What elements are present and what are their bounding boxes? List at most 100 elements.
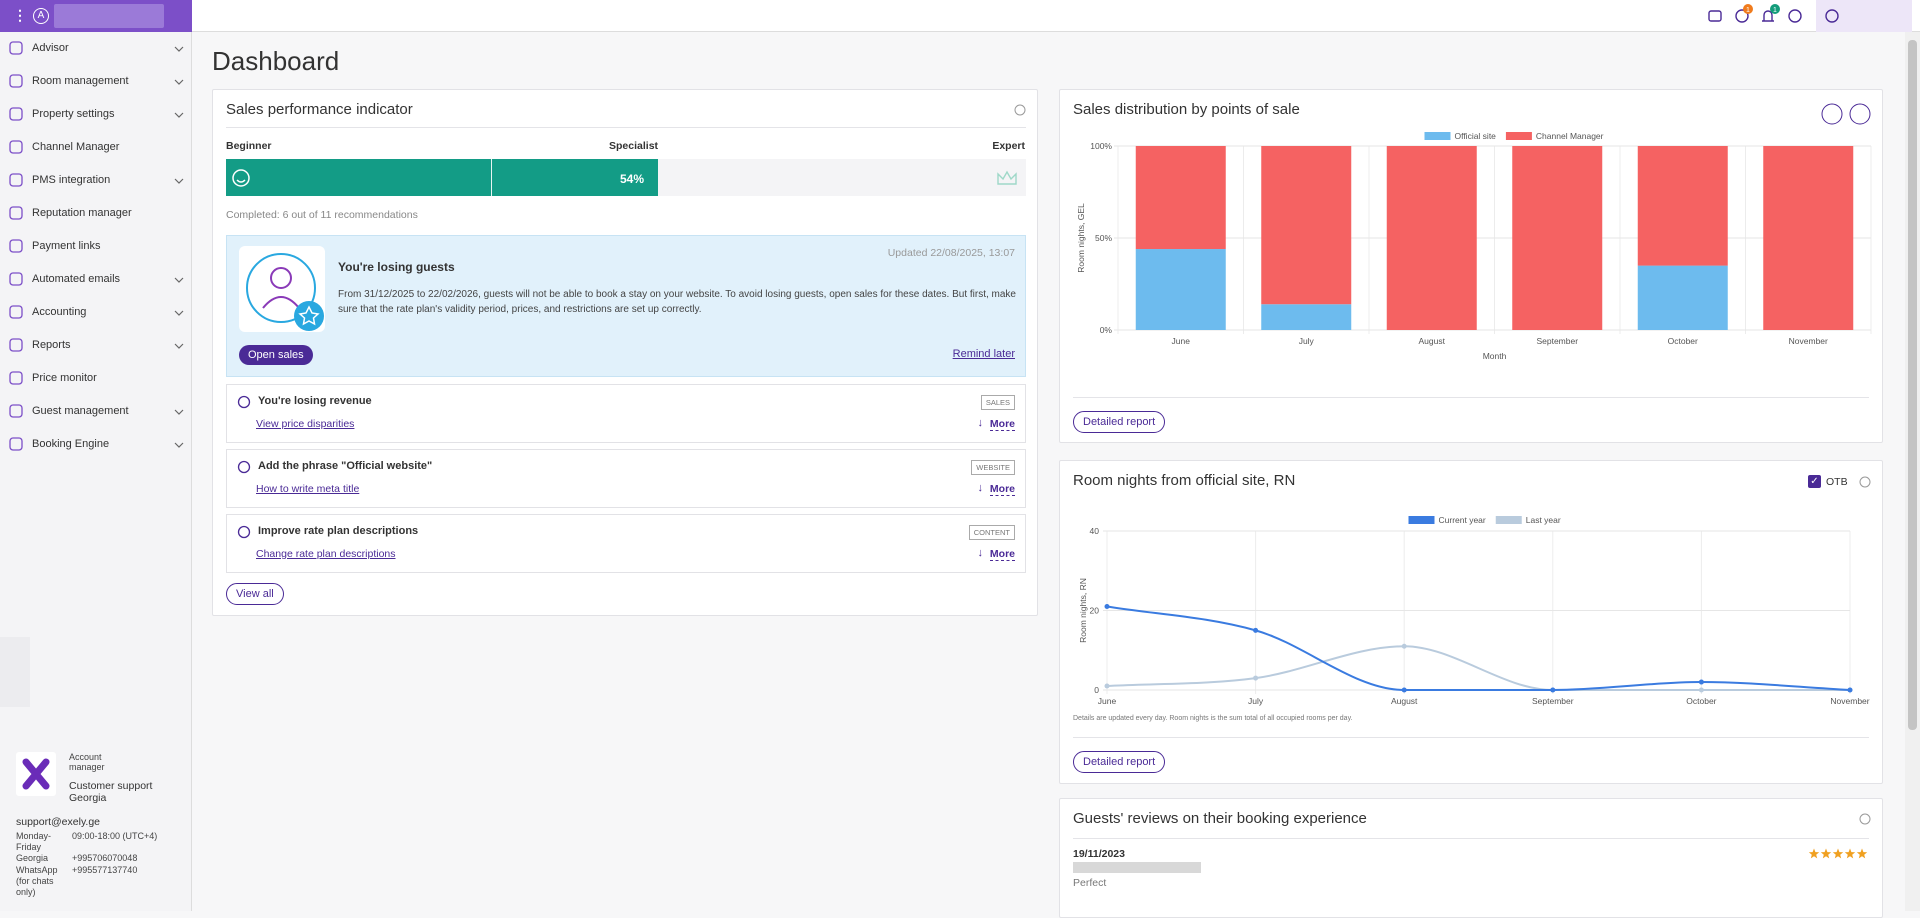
line-point [1698, 687, 1704, 693]
bar-segment [1135, 249, 1226, 330]
chevron [174, 442, 184, 448]
avatar[interactable]: A [33, 8, 49, 24]
support-role: Account manager [69, 752, 105, 772]
settings-icon[interactable] [1735, 9, 1749, 23]
legend-label: Last year [1526, 515, 1561, 525]
divider [1073, 397, 1869, 398]
x-tick-label: September [1532, 696, 1574, 706]
legend-swatch [1408, 516, 1435, 524]
otb-checkbox[interactable]: ✓ [1808, 475, 1821, 488]
detailed-report-button[interactable]: Detailed report [1073, 411, 1166, 433]
menu-icon [9, 239, 23, 253]
badge-count: 1 [1773, 7, 1777, 14]
level-label: Expert [992, 140, 1025, 152]
user-menu[interactable] [1816, 0, 1912, 32]
recommendation-title: Add the phrase "Official website" [258, 460, 433, 472]
menu-icon [9, 404, 23, 418]
support-email: support@exely.ge [16, 816, 101, 828]
remind-later-link[interactable]: Remind later [952, 348, 1015, 360]
chevron-path [174, 409, 184, 415]
recommendation-title: Improve rate plan descriptions [258, 525, 419, 537]
menu-label: PMS integration [32, 174, 111, 186]
more-link[interactable]: More [989, 548, 1015, 561]
badge [1743, 4, 1753, 14]
info-icon[interactable] [1849, 103, 1871, 125]
alert-title: You're losing guests [338, 260, 455, 274]
x-tick-label: July [1299, 336, 1315, 346]
menu-label: Property settings [32, 108, 115, 120]
menu-item[interactable]: Reputation manager [0, 197, 191, 230]
x-tick-label: November [1830, 696, 1869, 706]
bar-segment [1135, 146, 1226, 250]
bell-icon[interactable] [1762, 10, 1774, 22]
rating-star [1844, 848, 1856, 859]
scroll-thumb[interactable] [1908, 40, 1917, 730]
view-all-button[interactable]: View all [226, 583, 284, 605]
recommendation-link[interactable]: Change rate plan descriptions [256, 548, 396, 560]
menu-icon [9, 272, 23, 286]
menu-item[interactable]: Channel Manager [0, 131, 191, 164]
wallet-icon[interactable] [1708, 10, 1722, 22]
recommendation-link[interactable]: How to write meta title [256, 483, 360, 495]
chevron-path [174, 46, 184, 52]
otb-label: OTB [1826, 476, 1848, 488]
menu-item[interactable]: Automated emails [0, 263, 191, 296]
icon-shape [9, 206, 23, 220]
x-axis-label: Month [1483, 351, 1507, 361]
open-sales-button[interactable]: Open sales [239, 345, 313, 365]
help-icon[interactable] [1858, 475, 1872, 489]
menu-icon [9, 74, 23, 88]
support-name: Customer support Georgia [69, 780, 153, 804]
menu-item[interactable]: Booking Engine [0, 428, 191, 461]
chevron-path [174, 178, 184, 184]
review-comment: Perfect [1073, 877, 1107, 889]
line-point [1550, 687, 1556, 693]
more-link[interactable]: More [989, 483, 1015, 496]
chart-note: Details are updated every day. Room nigh… [1073, 715, 1353, 722]
more-link[interactable]: More [989, 418, 1015, 431]
chevron [174, 277, 184, 283]
property-name [54, 4, 164, 28]
info-icon [237, 460, 251, 474]
menu-label: Automated emails [32, 273, 121, 285]
menu-item[interactable]: Reports [0, 329, 191, 362]
chart-icon[interactable] [1821, 103, 1843, 125]
help-icon[interactable] [1788, 9, 1802, 23]
icon-shape [9, 140, 23, 154]
icon-shape [9, 338, 23, 352]
review-date: 19/11/2023 [1073, 848, 1125, 860]
detailed-report-button[interactable]: Detailed report [1073, 751, 1166, 773]
recommendation-link[interactable]: View price disparities [256, 418, 355, 430]
help-icon[interactable] [1013, 103, 1027, 117]
icon-shape [9, 173, 23, 187]
page-title: Dashboard [212, 46, 340, 76]
menu-item[interactable]: Guest management [0, 395, 191, 428]
y-tick-label: 40 [1090, 526, 1100, 536]
menu-label: Channel Manager [32, 141, 120, 153]
alert-illustration [239, 246, 325, 332]
menu-item[interactable]: Property settings [0, 98, 191, 131]
menu-item[interactable]: Advisor [0, 32, 191, 65]
info-icon [237, 525, 251, 539]
menu-item[interactable]: Payment links [0, 230, 191, 263]
bar-segment [1637, 265, 1728, 330]
icon-shape [237, 460, 251, 474]
room-nights-card: Room nights from official site, RN ✓ OTB… [1059, 460, 1883, 784]
chevron-path [174, 310, 184, 316]
menu-item[interactable]: Accounting [0, 296, 191, 329]
y-axis-label: Room nights, GEL [1076, 203, 1086, 273]
line-series [1106, 645, 1850, 692]
recommendation-tag: SALES [980, 395, 1015, 410]
menu-icon[interactable]: ⋮ [13, 7, 27, 23]
menu-item[interactable]: PMS integration [0, 164, 191, 197]
rating-star [1856, 848, 1868, 859]
menu-item[interactable]: Room management [0, 65, 191, 98]
chevron-path [174, 343, 184, 349]
menu-icon [9, 107, 23, 121]
recommendation-tag: CONTENT [968, 525, 1015, 540]
logo-mark [22, 758, 50, 790]
menu-item[interactable]: Price monitor [0, 362, 191, 395]
help-icon[interactable] [1858, 812, 1872, 826]
card-title: Sales distribution by points of sale [1073, 101, 1300, 118]
menu-label: Guest management [32, 405, 129, 417]
